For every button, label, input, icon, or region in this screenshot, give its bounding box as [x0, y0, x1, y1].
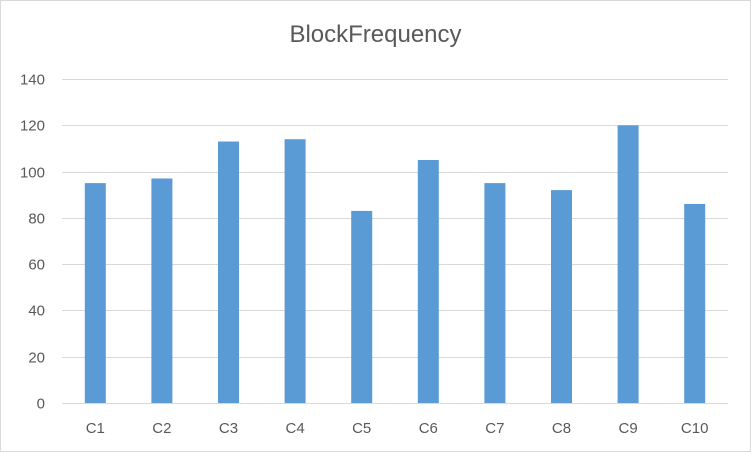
- gridlines: [62, 79, 728, 404]
- y-tick-label: 40: [28, 303, 45, 320]
- y-tick-label: 60: [28, 257, 45, 274]
- x-tick-label: C1: [86, 420, 105, 437]
- y-tick-label: 80: [28, 211, 45, 228]
- y-tick-label: 0: [37, 396, 45, 413]
- x-tick-label: C10: [681, 420, 709, 437]
- x-tick-label: C7: [485, 420, 504, 437]
- x-tick-label: C3: [219, 420, 238, 437]
- y-tick-label: 20: [28, 350, 45, 367]
- bar-c6: [417, 160, 439, 403]
- y-tick-label: 100: [20, 165, 45, 182]
- bar-c10: [684, 204, 706, 403]
- bar-series: [84, 125, 706, 404]
- y-axis-ticks: 0 20 40 60 80 100 120 140: [20, 72, 45, 413]
- bar-c9: [617, 125, 639, 404]
- y-tick-label: 140: [20, 72, 45, 89]
- y-tick-label: 120: [20, 118, 45, 135]
- bar-c2: [151, 178, 173, 403]
- x-tick-label: C8: [552, 420, 571, 437]
- x-tick-label: C9: [619, 420, 638, 437]
- x-axis-ticks: C1 C2 C3 C4 C5 C6 C7 C8 C9 C10: [86, 420, 709, 437]
- bar-c1: [84, 183, 106, 403]
- bar-c7: [484, 183, 506, 403]
- x-tick-label: C2: [152, 420, 171, 437]
- x-tick-label: C6: [419, 420, 438, 437]
- bar-c4: [284, 139, 306, 403]
- bar-c5: [351, 210, 373, 403]
- bar-c8: [551, 190, 572, 403]
- x-tick-label: C4: [286, 420, 305, 437]
- chart-title: BlockFrequency: [289, 21, 462, 48]
- bar-c3: [218, 141, 239, 403]
- x-tick-label: C5: [352, 420, 371, 437]
